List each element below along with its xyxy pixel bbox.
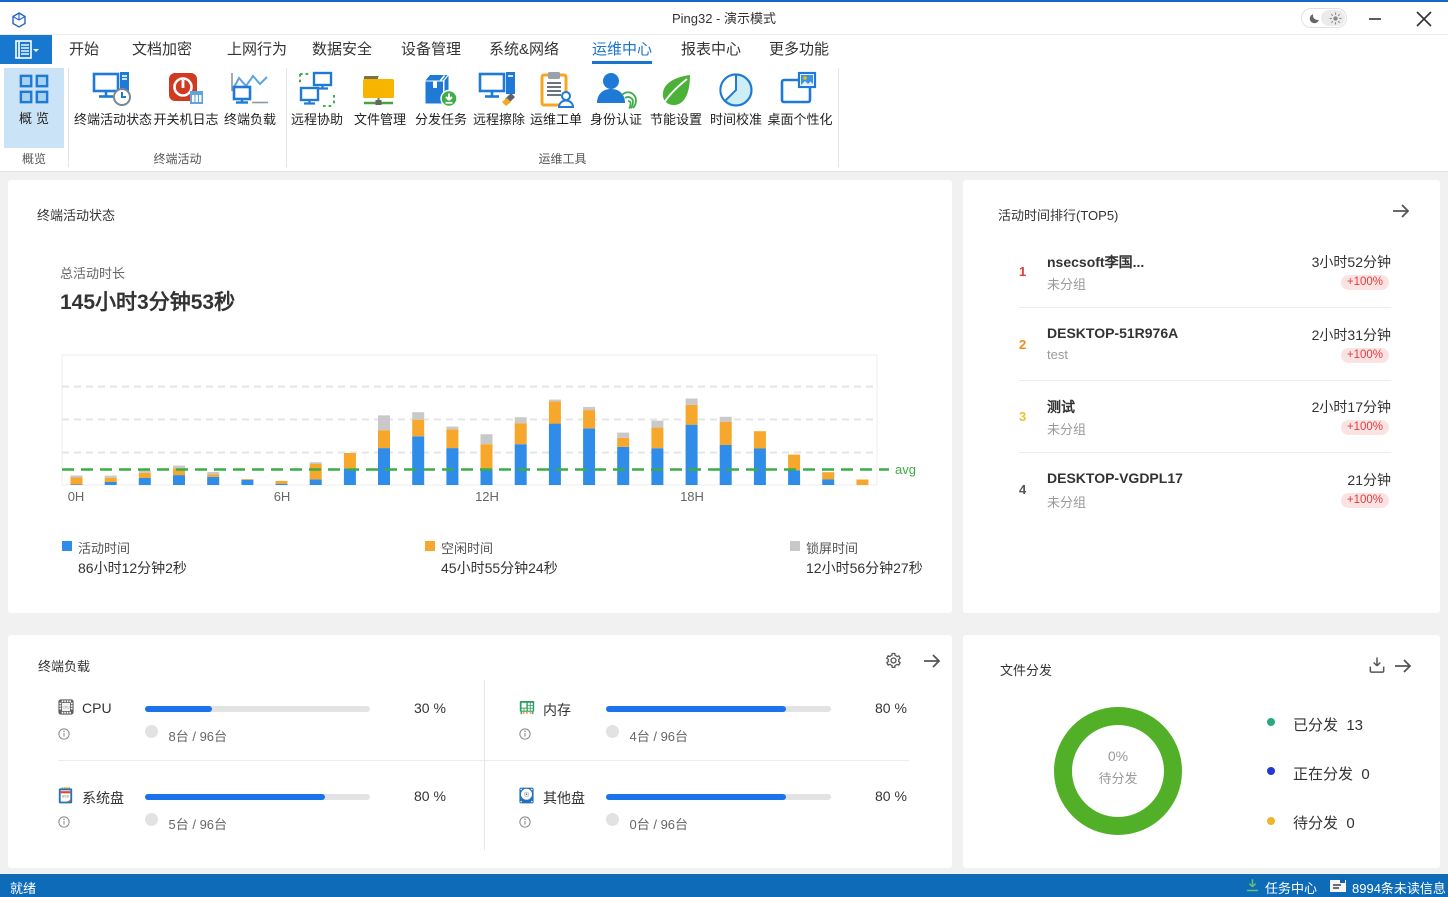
svg-text:avg: avg xyxy=(895,462,916,477)
svg-text:CPU: CPU xyxy=(62,705,70,709)
svg-text:SSD: SSD xyxy=(62,795,70,799)
